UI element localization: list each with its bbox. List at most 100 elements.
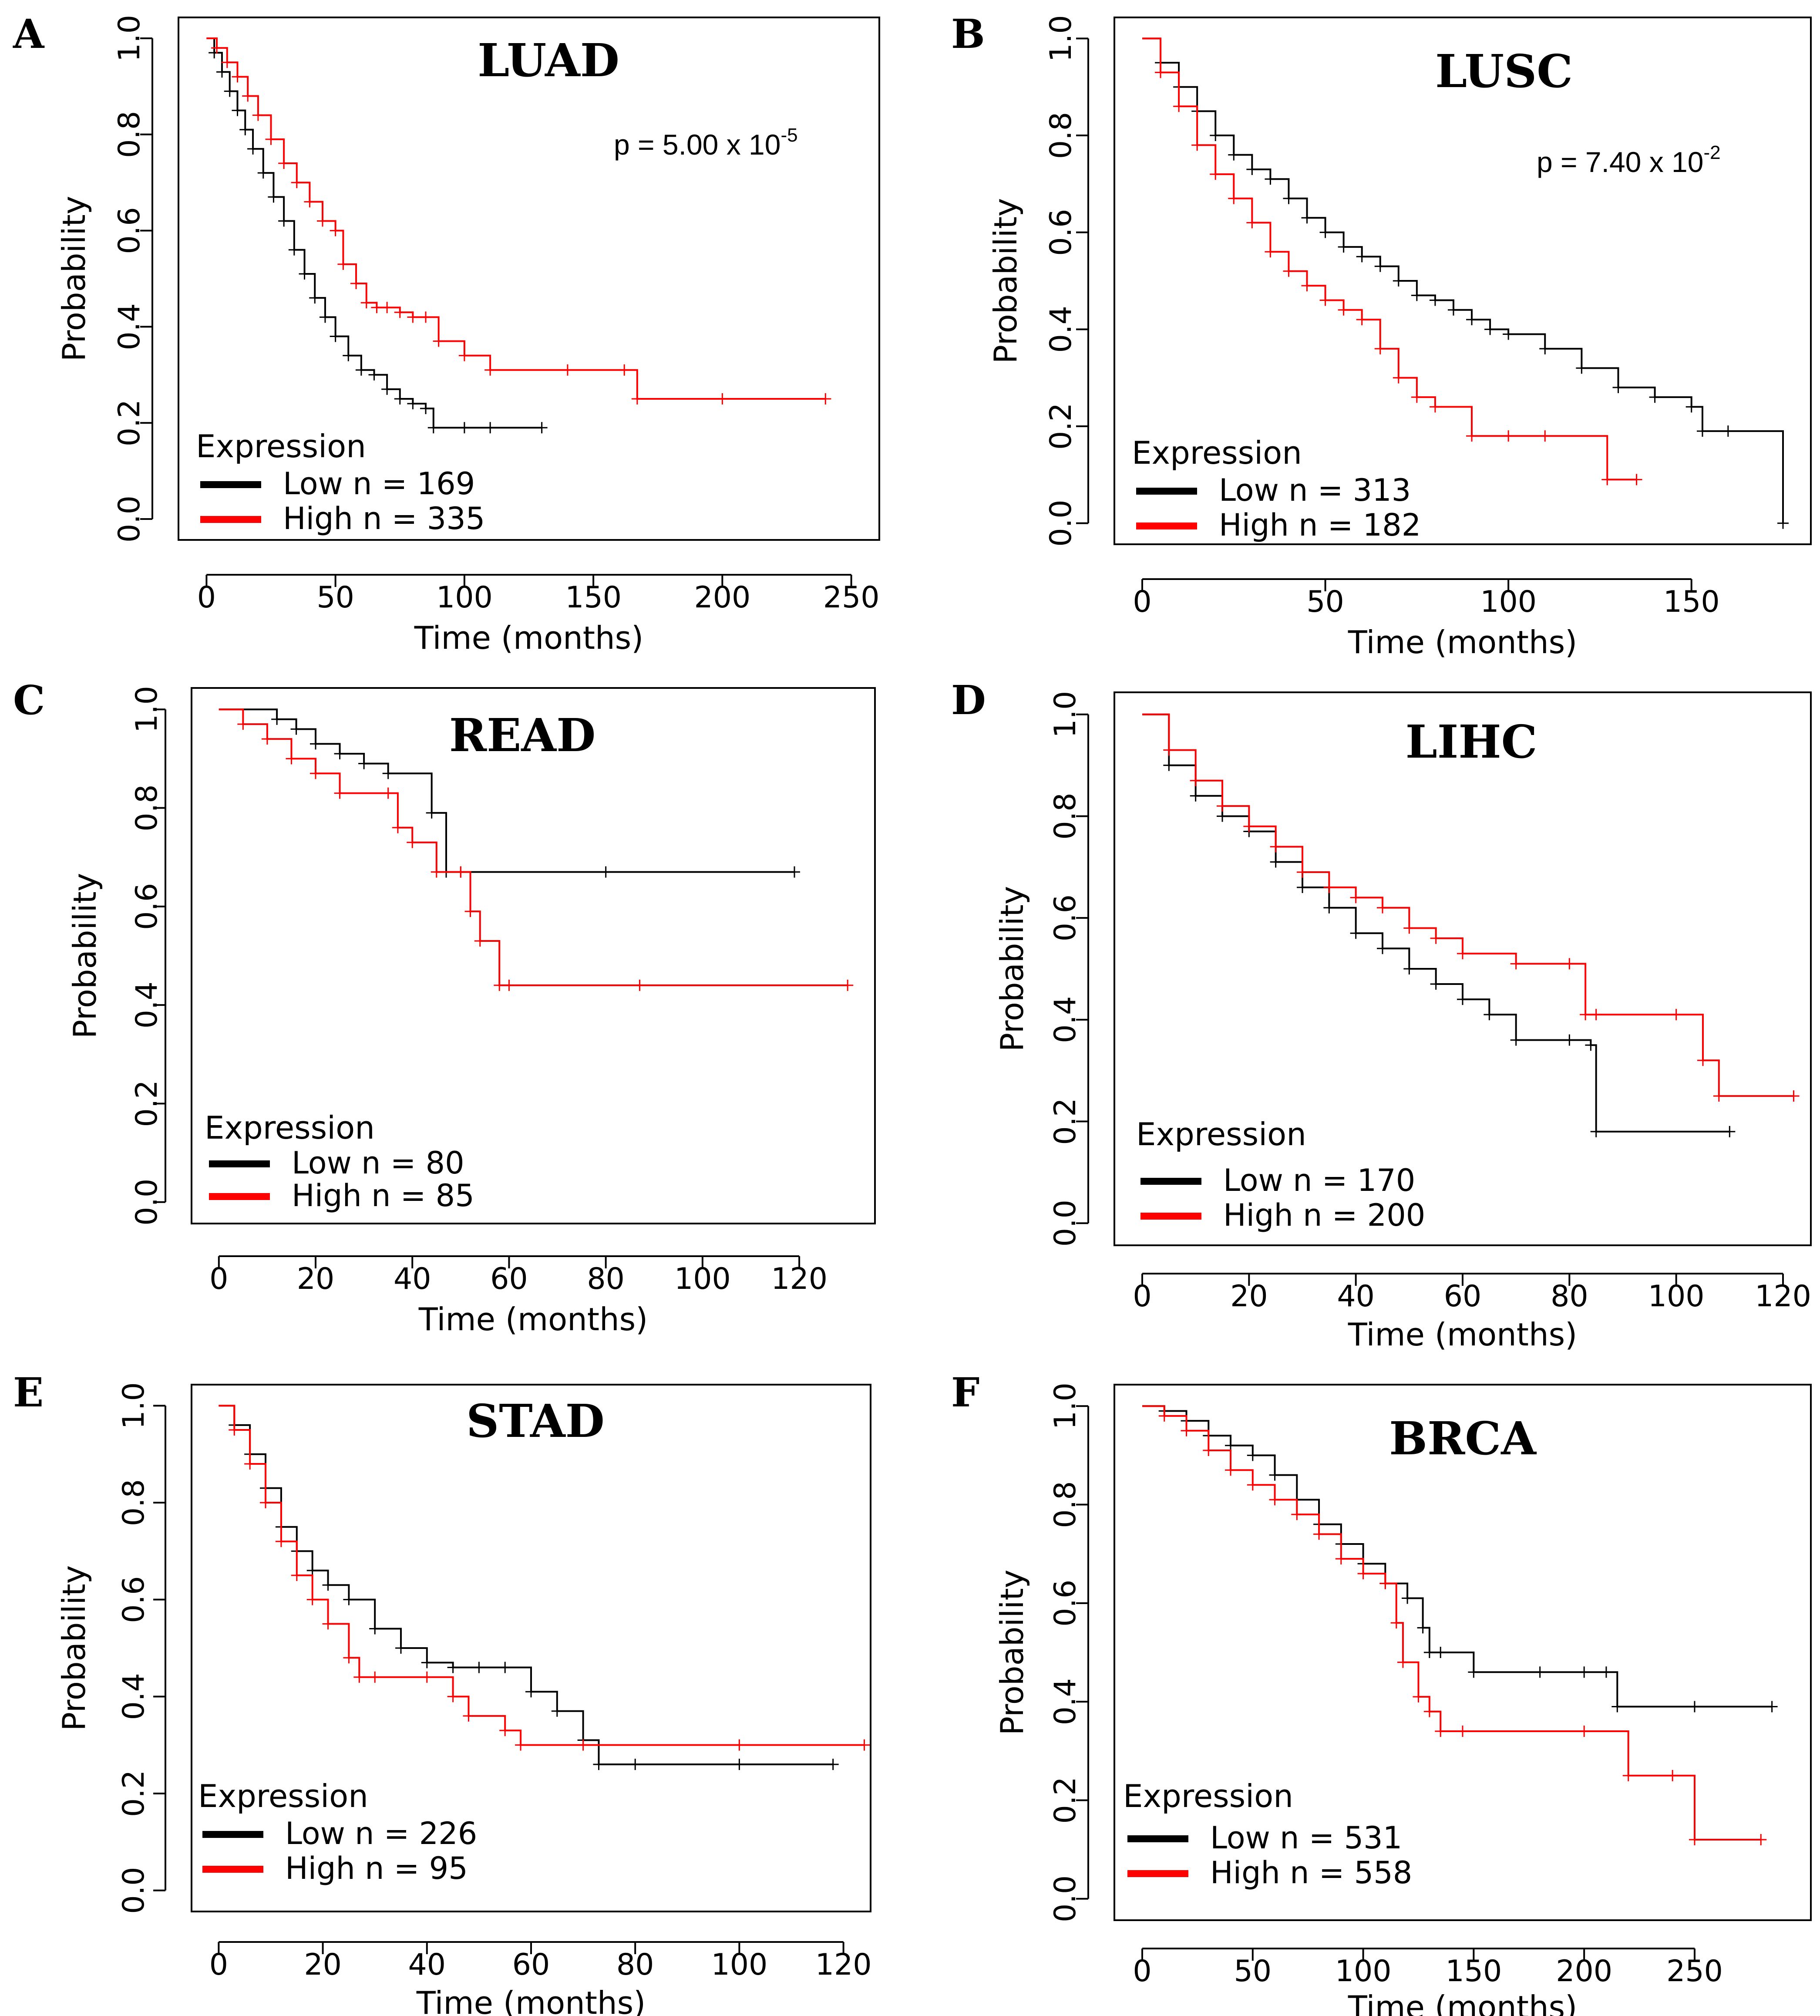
censor-mark-high [1413, 1691, 1424, 1702]
censor-mark-high [1297, 866, 1308, 878]
legend-label-low: Low n = 169 [283, 466, 475, 502]
legend-label-low: Low n = 80 [292, 1145, 464, 1181]
y-tick-label: 0.4 [112, 303, 147, 350]
censor-mark-low [1600, 1666, 1612, 1678]
censor-mark-high [382, 787, 394, 799]
censor-mark-low [827, 1759, 839, 1770]
censor-mark-high [1181, 1425, 1192, 1436]
censor-mark-high [304, 196, 316, 208]
censor-mark-high [260, 1497, 272, 1509]
censor-mark-low [1163, 759, 1175, 771]
censor-mark-low [1338, 241, 1349, 253]
censor-mark-high [1270, 841, 1282, 853]
censor-mark-low [322, 1579, 334, 1591]
censor-mark-low [733, 1759, 745, 1770]
censor-mark-low [268, 191, 279, 203]
x-tick-label: 250 [1666, 1954, 1723, 1989]
censor-mark-high [1203, 1445, 1214, 1456]
censor-mark-low [330, 330, 341, 342]
censor-mark-low [1228, 149, 1240, 161]
censor-mark-high [499, 1725, 511, 1736]
censor-mark-high [631, 393, 643, 405]
panel-lusc: B LUSC p = 7.40 x 10-2 0 50 100 150 Time (month… [951, 10, 1812, 661]
censor-mark-low [306, 1564, 318, 1576]
panel-title-lusc: LUSC [1435, 44, 1573, 98]
y-tick-label: 0.0 [1048, 1875, 1083, 1922]
censor-mark-high [515, 1739, 527, 1751]
x-tick-label: 40 [408, 1948, 446, 1982]
censor-mark-low [407, 398, 419, 410]
x-axis-label-lihc: Time (months) [1348, 1316, 1577, 1353]
censor-mark-high [1430, 932, 1442, 944]
censor-mark-high [1539, 430, 1551, 442]
censor-mark-high [1247, 1479, 1258, 1491]
censor-mark-high [371, 302, 383, 314]
censor-mark-high [1291, 1509, 1303, 1520]
x-tick-label: 20 [304, 1948, 342, 1982]
censor-mark-high [261, 733, 273, 745]
censor-mark-low [1411, 290, 1423, 301]
censor-mark-high [463, 1710, 474, 1722]
censor-mark-high [369, 1671, 381, 1683]
censor-mark-low [216, 66, 228, 78]
x-tick-label: 60 [490, 1262, 528, 1296]
censor-mark-low [1435, 1647, 1447, 1658]
censor-mark-low [600, 866, 612, 878]
p-value-text: p = 7.40 x 10 [1537, 146, 1703, 178]
censor-mark-high [1173, 101, 1185, 112]
censor-mark-low [1225, 1440, 1237, 1451]
censor-mark-high [1411, 391, 1423, 403]
censor-mark-low [1766, 1701, 1778, 1713]
censor-mark-high [1393, 372, 1404, 384]
series-line-high [1142, 713, 1794, 1097]
y-tick-label: 0.0 [1048, 1200, 1083, 1247]
censor-mark-low [1649, 391, 1661, 403]
censor-mark-high [1390, 1617, 1402, 1629]
censor-mark-high [1397, 1656, 1409, 1668]
x-axis-label-luad: Time (months) [414, 620, 643, 656]
censor-mark-high [1713, 1090, 1725, 1102]
censor-mark-low [358, 758, 370, 769]
y-tick-label: 0.6 [1048, 1580, 1083, 1627]
censor-mark-high [1155, 67, 1167, 78]
y-tick-label: 1.0 [1044, 15, 1078, 62]
censor-mark-low [257, 167, 269, 179]
series-line-low [219, 1405, 833, 1766]
censor-mark-low [369, 1623, 381, 1635]
censor-mark-high [1429, 401, 1441, 413]
censor-mark-low [247, 143, 259, 155]
censor-mark-high [1457, 1726, 1468, 1737]
x-tick-label: 0 [197, 580, 216, 615]
y-tick-label: 1.0 [1048, 691, 1083, 738]
y-tick-label: 0.6 [112, 207, 147, 254]
censor-mark-high [1338, 304, 1349, 316]
x-tick-label: 50 [1234, 1954, 1272, 1989]
censor-mark-low [334, 748, 346, 760]
censor-mark-high [455, 866, 467, 878]
y-tick-label: 1.0 [117, 1382, 151, 1429]
censor-mark-low [1457, 994, 1468, 1005]
x-tick-label: 120 [815, 1948, 872, 1982]
censor-mark-high [1319, 294, 1331, 306]
legend-title-read: Expression [205, 1109, 375, 1146]
y-tick-label: 1.0 [130, 686, 164, 733]
y-tick-label: 0.2 [130, 1080, 164, 1127]
censor-mark-high [1466, 430, 1478, 442]
censor-mark-low [551, 1705, 563, 1717]
censor-mark-low [1466, 314, 1478, 326]
censor-mark-high [1210, 169, 1221, 180]
censor-mark-low [319, 311, 331, 323]
x-tick-label: 0 [1133, 585, 1151, 619]
legend-label-low: Low n = 531 [1210, 1820, 1402, 1856]
censor-mark-high [577, 1739, 589, 1751]
x-tick-label: 250 [823, 580, 880, 615]
y-tick-label: 0.8 [130, 784, 164, 831]
censor-mark-high [1601, 474, 1613, 485]
censor-mark-low [299, 268, 310, 280]
x-tick-label: 100 [1480, 585, 1537, 619]
censor-mark-low [343, 1594, 355, 1605]
y-tick-label: 0.6 [1048, 894, 1083, 941]
censor-mark-high [1243, 820, 1255, 832]
censor-mark-high [1631, 474, 1642, 485]
y-tick-label: 1.0 [112, 15, 147, 62]
